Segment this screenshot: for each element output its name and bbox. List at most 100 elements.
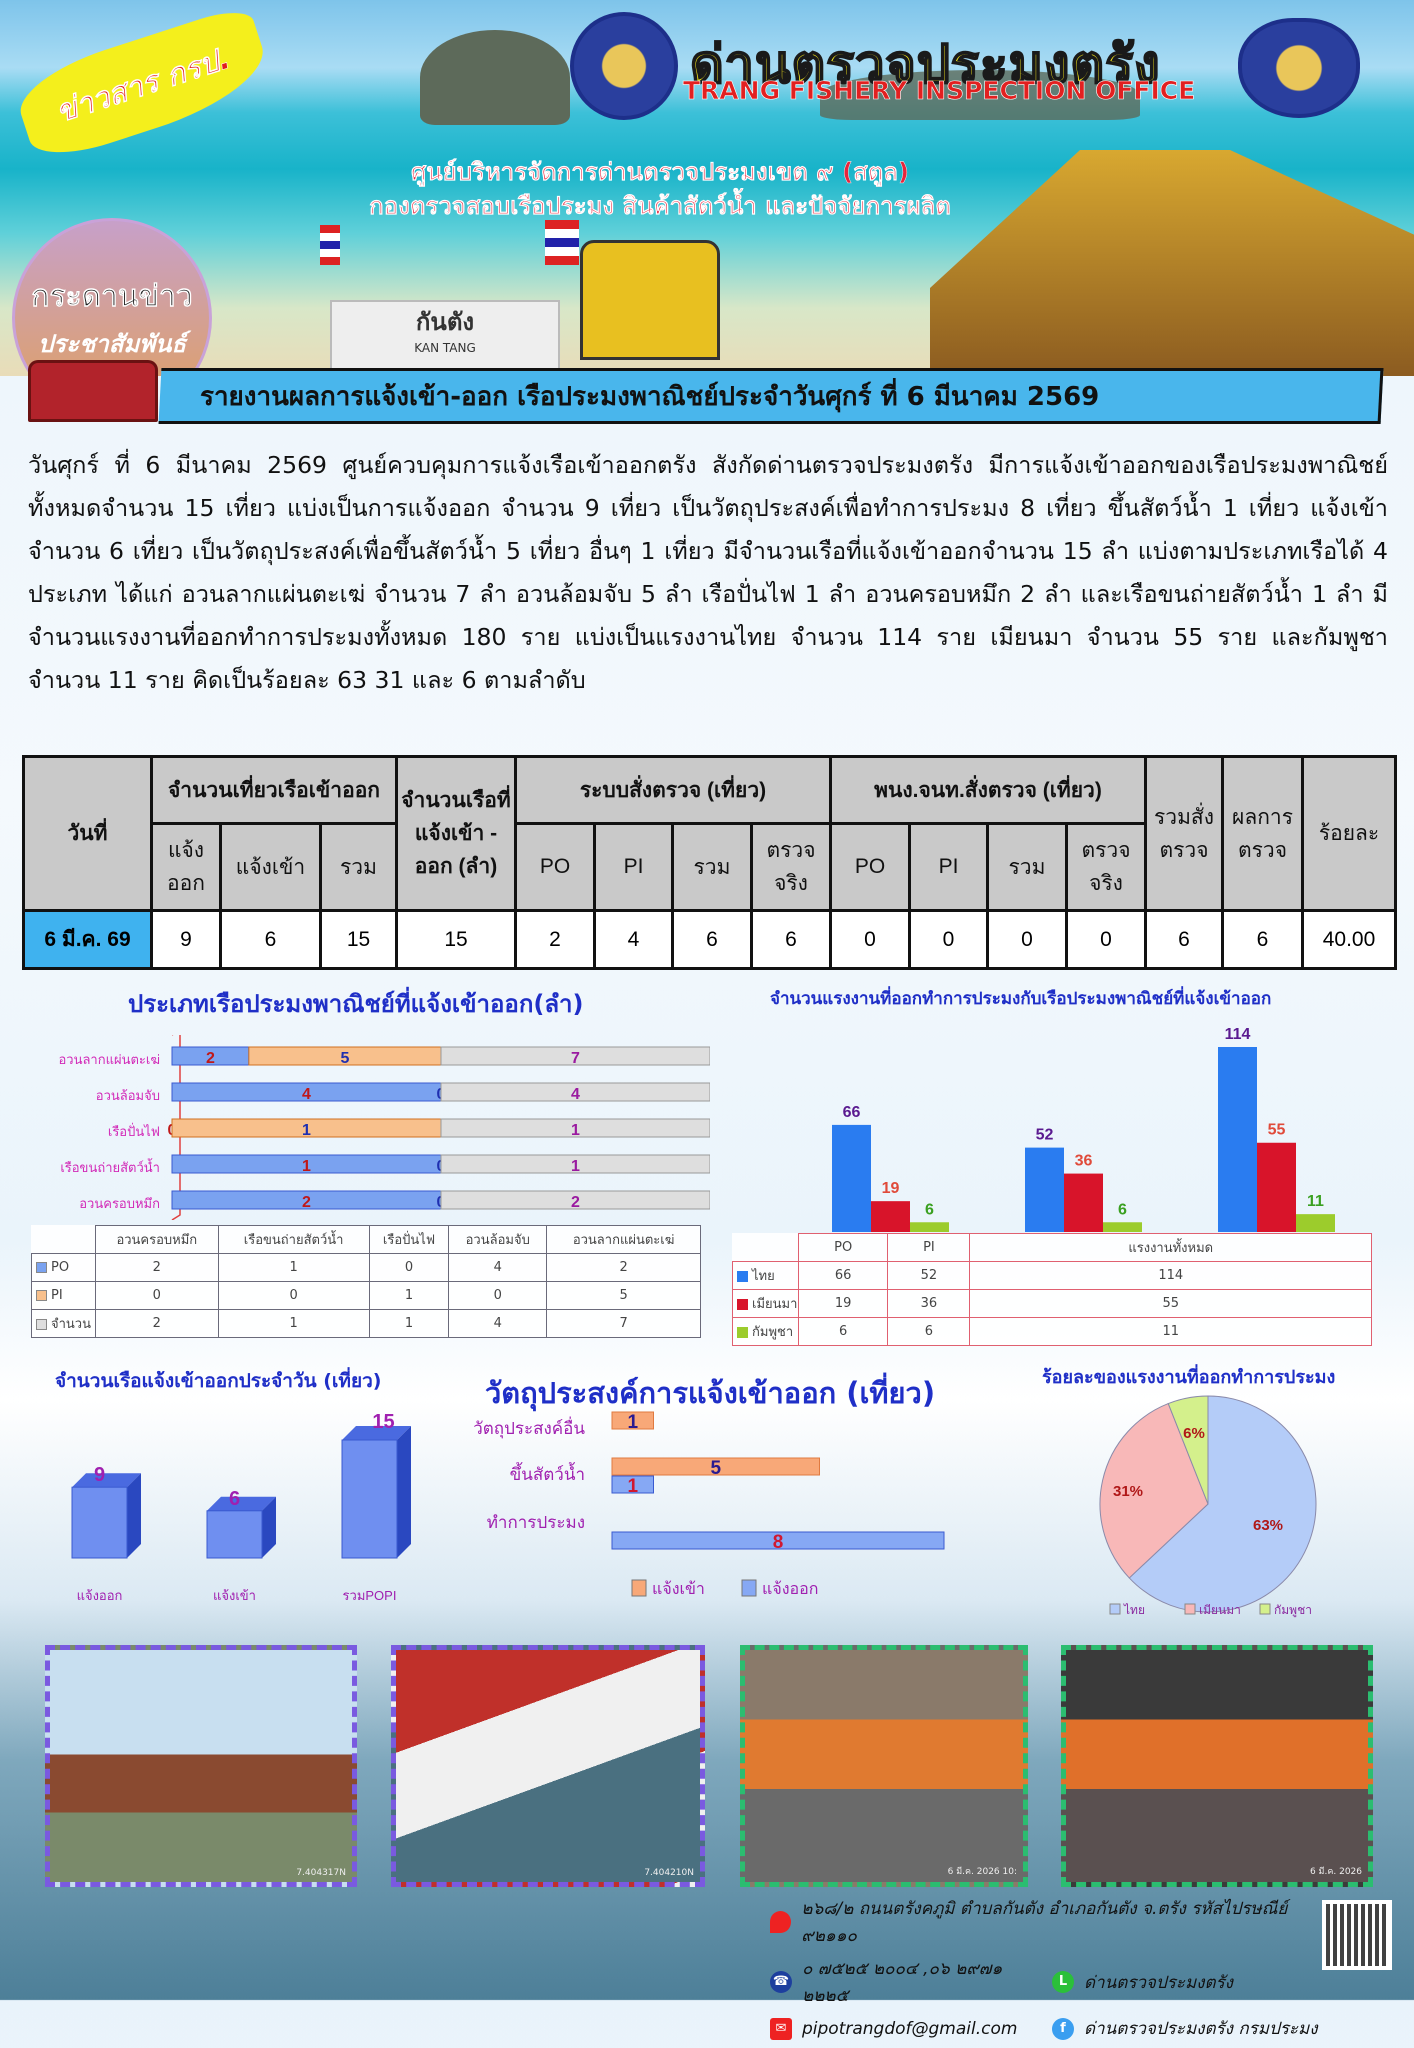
thai-flag-icon	[545, 220, 579, 265]
labor-data-table: PO PI แรงงานทั้งหมด ไทย 66 52 114 เมียนมา 19 36 55…	[732, 1233, 1372, 1346]
series-name: กัมพูชา	[752, 1325, 794, 1340]
category-label: เรือขนถ่ายสัตว์น้ำ	[60, 1158, 160, 1175]
data-label: 6	[1118, 1201, 1127, 1218]
data-label: 1	[302, 1122, 311, 1139]
subheader-cell: PO	[829, 822, 911, 912]
legend-swatch	[737, 1327, 748, 1338]
data-label: 5	[340, 1050, 349, 1067]
subheader-cell: รวม	[319, 822, 398, 912]
header-officer-order: พนง.จนท.สั่งตรวจ (เที่ยว)	[829, 755, 1147, 825]
table-cell: 6	[671, 909, 753, 970]
station-sign-en: KAN TANG	[414, 341, 476, 355]
bar-side	[262, 1496, 276, 1558]
legend-swatch	[36, 1262, 47, 1273]
table-cell: 2	[514, 909, 596, 970]
data-label: 15	[372, 1411, 394, 1433]
category-label: อวนลากแผ่นตะเฆ่	[58, 1052, 160, 1067]
table-cell: 9	[150, 909, 222, 970]
table-cell: 0	[95, 1281, 219, 1310]
line-account[interactable]: ด่านตรวจประมงตรัง	[1084, 1972, 1233, 1993]
pie-slice	[1167, 1395, 1209, 1505]
bar	[1025, 1147, 1064, 1232]
header-trips: จำนวนเที่ยวเรือเข้าออก	[150, 755, 398, 825]
table-row: 6 มี.ค. 69 9 6 15 15 2 4 6 6 0 0 0 0 6 6 40.00	[22, 909, 1397, 970]
legend-swatch	[741, 1579, 757, 1597]
table-cell: 52	[887, 1261, 971, 1290]
header-system-order: ระบบสั่งตรวจ (เที่ยว)	[514, 755, 832, 825]
series-name: PO	[51, 1260, 70, 1275]
board-line-1: กระดานข่าว	[31, 279, 193, 314]
pie-slice	[1099, 1402, 1209, 1579]
table-cell: 5	[546, 1281, 701, 1310]
table-cell: 2	[95, 1253, 219, 1282]
table-cell: 2	[95, 1309, 219, 1338]
daily-trips-chart: 9 แจ้งออก 6 แจ้งเข้า 15 รวมPOPI	[71, 1411, 411, 1603]
subheader-cell: รวม	[671, 822, 753, 912]
header-percent: ร้อยละ	[1301, 755, 1397, 912]
data-label: 19	[882, 1180, 900, 1197]
station-sign: กันตัง KAN TANG	[330, 300, 560, 376]
category-label: เรือปั่นไฟ	[108, 1123, 160, 1139]
table-cell: 1	[368, 1309, 450, 1338]
photo-caption: 7.404317N	[296, 1868, 346, 1878]
legend-swatch	[631, 1579, 647, 1597]
table-cell: 114	[969, 1261, 1372, 1290]
table-cell: 7	[546, 1309, 701, 1338]
table-row: ไทย 66 52 114	[732, 1261, 1372, 1290]
fishery-inspection-badge-logo	[1238, 18, 1360, 118]
photo-fishing-boat: 7.404317N	[45, 1645, 357, 1887]
data-label: 66	[843, 1104, 861, 1121]
data-label: 1	[571, 1122, 580, 1139]
table-cell: 1	[368, 1281, 450, 1310]
center-name: ศูนย์บริหารจัดการด่านตรวจประมงเขต ๙ (สตู…	[411, 158, 909, 186]
phone-icon: ☎	[770, 1971, 792, 1993]
summary-table: วันที่ จำนวนเที่ยวเรือเข้าออก จำนวนเรือท…	[22, 755, 1397, 970]
labor-percent-pie-chart: 63% 31% 6% ไทย เมียนมา กัมพูชา	[1099, 1395, 1317, 1618]
column-header: อวนลากแผ่นตะเฆ่	[546, 1225, 701, 1254]
chart-title: จำนวนเรือแจ้งเข้าออกประจำวัน (เที่ยว)	[55, 1370, 382, 1392]
series-name: เมียนมา	[752, 1297, 798, 1312]
train-image	[580, 240, 720, 360]
category-label: วัตถุประสงค์อื่น	[473, 1416, 585, 1439]
line-icon: L	[1052, 1971, 1074, 1993]
series-name: ไทย	[752, 1269, 775, 1284]
data-label: 6%	[1183, 1425, 1205, 1442]
bar-top	[72, 1473, 141, 1488]
news-tag-text: ข่าวสาร กรป.	[51, 40, 235, 130]
photo-crew-group: 6 มี.ค. 2026	[1061, 1645, 1373, 1887]
data-label: 9	[94, 1464, 105, 1486]
location-pin-icon	[770, 1911, 792, 1933]
bar	[1064, 1173, 1103, 1232]
table-cell: 19	[797, 1289, 889, 1318]
data-label: 2	[206, 1050, 215, 1067]
email-link[interactable]: pipotrangdof@gmail.com	[802, 2018, 1018, 2039]
subheader-cell: ตรวจจริง	[1065, 822, 1147, 912]
subheader-cell: ตรวจจริง	[750, 822, 832, 912]
series-name: PI	[51, 1288, 63, 1303]
thai-flag-icon	[320, 225, 340, 265]
photo-caption: 6 มี.ค. 2026	[1309, 1867, 1362, 1877]
bar	[71, 1486, 128, 1559]
subheader-cell: PI	[593, 822, 674, 912]
table-row: เมียนมา 19 36 55	[732, 1289, 1372, 1318]
category-label: อวนล้อมจับ	[96, 1088, 160, 1103]
data-label: 8	[773, 1532, 784, 1553]
data-label: 1	[627, 1412, 638, 1433]
bar	[910, 1222, 949, 1232]
mountain-image	[420, 30, 570, 125]
data-label: 4	[571, 1086, 580, 1103]
data-label: 52	[1036, 1127, 1054, 1144]
qr-code[interactable]	[1322, 1900, 1392, 1970]
header-total-order: รวมสั่งตรวจ	[1144, 755, 1224, 912]
category-label: ขึ้นสัตว์น้ำ	[510, 1462, 585, 1484]
header-date: วันที่	[22, 755, 153, 912]
facebook-icon: f	[1052, 2017, 1074, 2040]
bar-top	[207, 1496, 276, 1511]
data-label: 2	[302, 1194, 311, 1211]
train-icon	[28, 360, 158, 422]
bar	[611, 1475, 654, 1494]
bar	[1257, 1142, 1296, 1232]
news-board-badge: กระดานข่าว ประชาสัมพันธ์	[12, 218, 212, 376]
subheader-cell: PO	[514, 822, 596, 912]
facebook-page[interactable]: ด่านตรวจประมงตรัง กรมประมง	[1084, 2019, 1318, 2039]
